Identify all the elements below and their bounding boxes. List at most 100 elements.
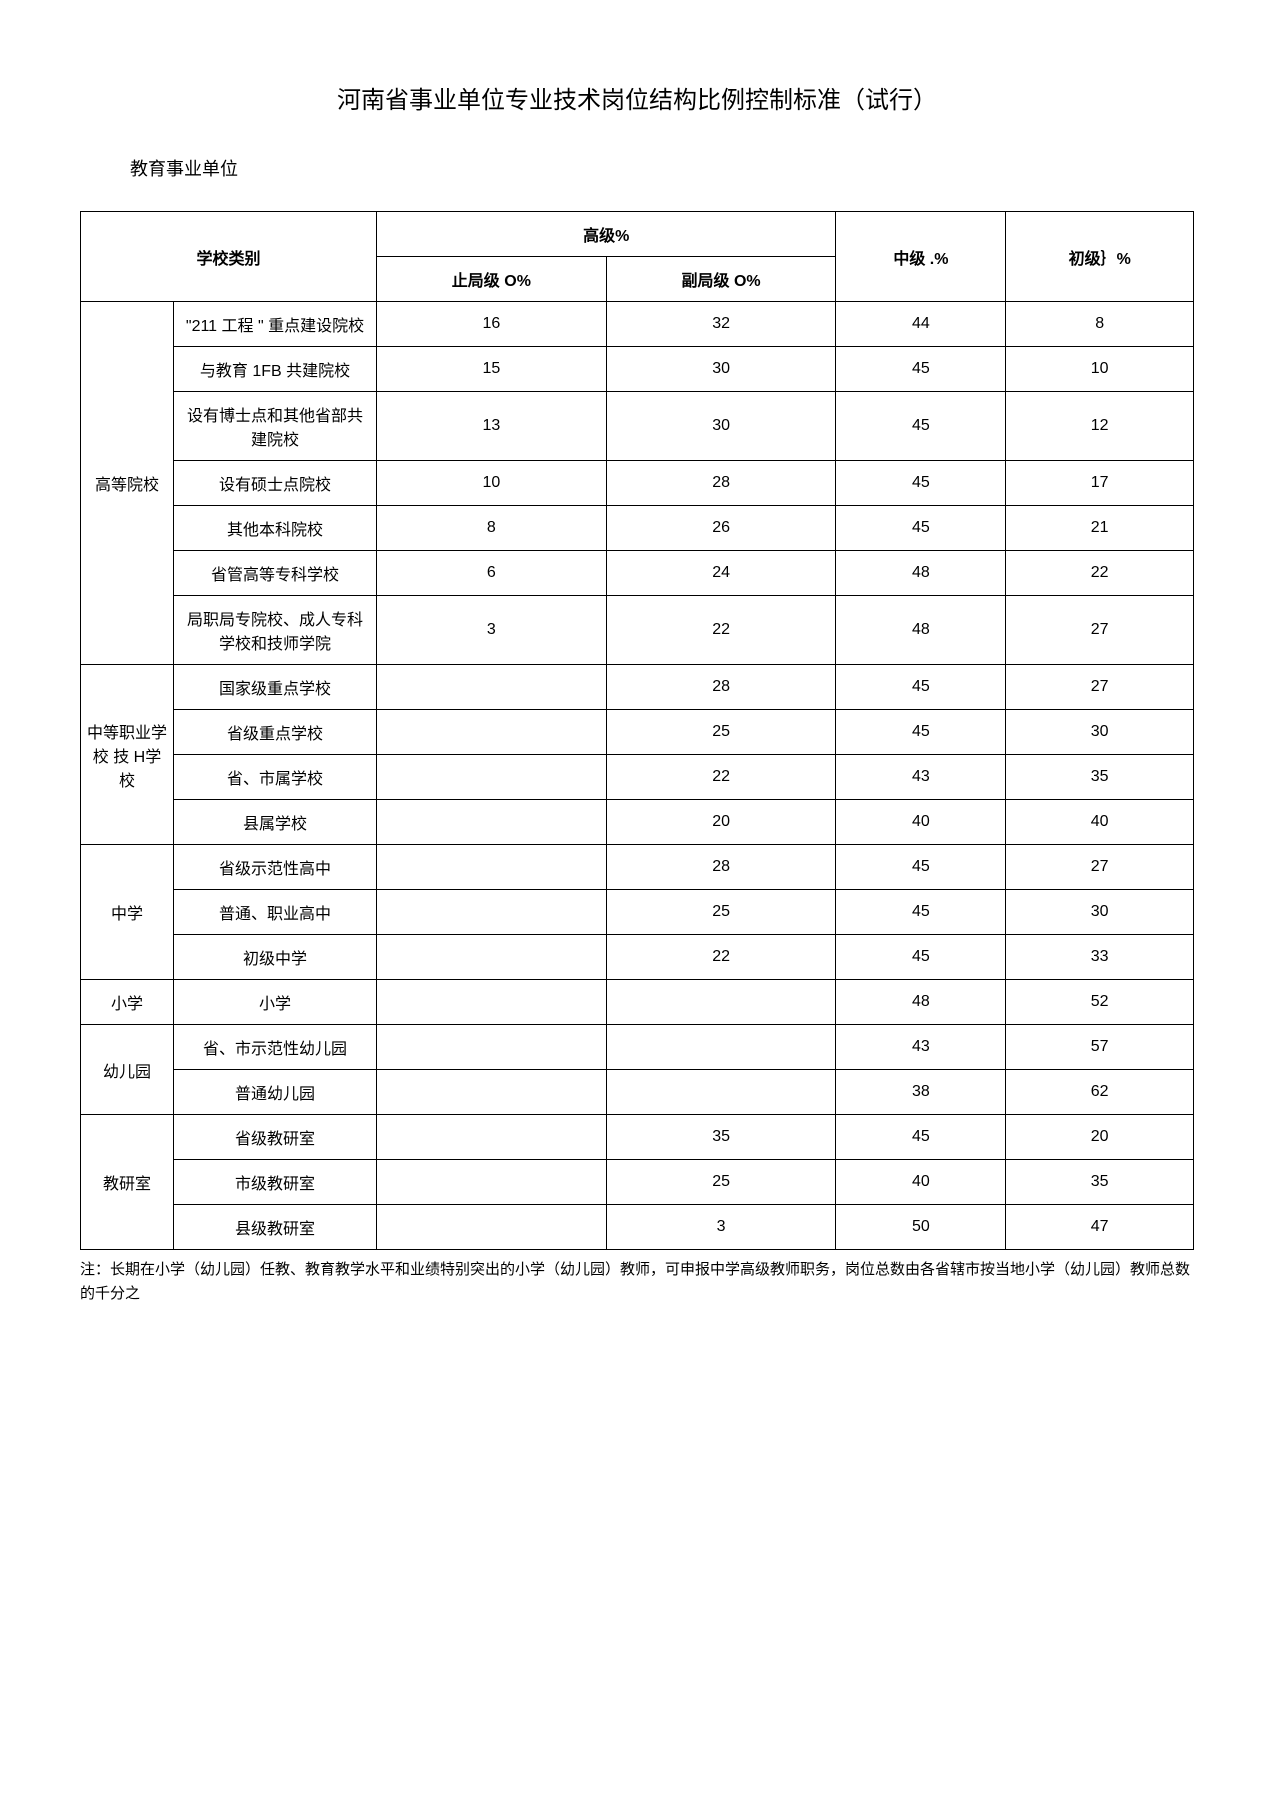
value-cell: 45 xyxy=(836,461,1006,506)
value-cell: 43 xyxy=(836,1025,1006,1070)
value-cell: 52 xyxy=(1006,980,1194,1025)
value-cell: 15 xyxy=(377,347,607,392)
value-cell xyxy=(377,1205,607,1250)
value-cell: 27 xyxy=(1006,596,1194,665)
table-row: 高等院校"211 工程 " 重点建设院校1632448 xyxy=(81,302,1194,347)
value-cell: 48 xyxy=(836,980,1006,1025)
group-label-cell: 中等职业学 校 技 H学校 xyxy=(81,665,174,845)
value-cell: 45 xyxy=(836,845,1006,890)
table-row: 省管高等专科学校6244822 xyxy=(81,551,1194,596)
row-label-cell: 国家级重点学校 xyxy=(174,665,377,710)
value-cell: 44 xyxy=(836,302,1006,347)
value-cell: 17 xyxy=(1006,461,1194,506)
value-cell xyxy=(377,800,607,845)
row-label-cell: 其他本科院校 xyxy=(174,506,377,551)
table-row: 县级教研室35047 xyxy=(81,1205,1194,1250)
value-cell xyxy=(377,980,607,1025)
value-cell: 28 xyxy=(606,665,836,710)
row-label-cell: 县属学校 xyxy=(174,800,377,845)
table-row: 与教育 1FB 共建院校15304510 xyxy=(81,347,1194,392)
value-cell xyxy=(377,845,607,890)
table-row: 教研室省级教研室354520 xyxy=(81,1115,1194,1160)
value-cell: 30 xyxy=(606,347,836,392)
group-label-cell: 高等院校 xyxy=(81,302,174,665)
value-cell: 45 xyxy=(836,347,1006,392)
row-label-cell: 普通、职业高中 xyxy=(174,890,377,935)
table-row: 小学小学 4852 xyxy=(81,980,1194,1025)
row-label-cell: 省级示范性高中 xyxy=(174,845,377,890)
value-cell xyxy=(377,665,607,710)
value-cell: 30 xyxy=(606,392,836,461)
table-row: 中等职业学 校 技 H学校国家级重点学校284527 xyxy=(81,665,1194,710)
row-label-cell: 省级重点学校 xyxy=(174,710,377,755)
value-cell: 45 xyxy=(836,392,1006,461)
value-cell: 12 xyxy=(1006,392,1194,461)
row-label-cell: 小学 xyxy=(174,980,377,1025)
value-cell: 28 xyxy=(606,461,836,506)
value-cell: 48 xyxy=(836,551,1006,596)
standards-table: 学校类别 高级% 中级 .% 初级｝% 止局级 O% 副局级 O% 高等院校"2… xyxy=(80,211,1194,1250)
footnote: 注：长期在小学（幼儿园）任教、教育教学水平和业绩特别突出的小学（幼儿园）教师，可… xyxy=(80,1258,1194,1306)
row-label-cell: 市级教研室 xyxy=(174,1160,377,1205)
value-cell xyxy=(377,710,607,755)
value-cell: 24 xyxy=(606,551,836,596)
table-row: 市级教研室254035 xyxy=(81,1160,1194,1205)
row-label-cell: 省管高等专科学校 xyxy=(174,551,377,596)
row-label-cell: "211 工程 " 重点建设院校 xyxy=(174,302,377,347)
value-cell: 10 xyxy=(377,461,607,506)
value-cell: 45 xyxy=(836,710,1006,755)
group-label-cell: 小学 xyxy=(81,980,174,1025)
value-cell: 33 xyxy=(1006,935,1194,980)
value-cell: 35 xyxy=(606,1115,836,1160)
table-row: 省、市属学校224335 xyxy=(81,755,1194,800)
table-row: 幼儿园省、市示范性幼儿园4357 xyxy=(81,1025,1194,1070)
value-cell: 57 xyxy=(1006,1025,1194,1070)
value-cell: 40 xyxy=(836,1160,1006,1205)
table-row: 设有硕士点院校10284517 xyxy=(81,461,1194,506)
value-cell: 38 xyxy=(836,1070,1006,1115)
value-cell: 3 xyxy=(377,596,607,665)
value-cell: 13 xyxy=(377,392,607,461)
value-cell: 21 xyxy=(1006,506,1194,551)
row-label-cell: 设有硕士点院校 xyxy=(174,461,377,506)
value-cell: 45 xyxy=(836,935,1006,980)
group-label-cell: 中学 xyxy=(81,845,174,980)
value-cell: 20 xyxy=(606,800,836,845)
value-cell: 27 xyxy=(1006,845,1194,890)
value-cell: 32 xyxy=(606,302,836,347)
row-label-cell: 县级教研室 xyxy=(174,1205,377,1250)
value-cell: 22 xyxy=(606,935,836,980)
value-cell: 22 xyxy=(606,596,836,665)
table-header: 学校类别 高级% 中级 .% 初级｝% 止局级 O% 副局级 O% xyxy=(81,212,1194,302)
table-row: 设有博士点和其他省部共建院校13304512 xyxy=(81,392,1194,461)
value-cell: 28 xyxy=(606,845,836,890)
header-school-type: 学校类别 xyxy=(81,212,377,302)
value-cell: 30 xyxy=(1006,710,1194,755)
value-cell: 25 xyxy=(606,890,836,935)
table-row: 县属学校204040 xyxy=(81,800,1194,845)
value-cell: 3 xyxy=(606,1205,836,1250)
document-title: 河南省事业单位专业技术岗位结构比例控制标准（试行） xyxy=(80,80,1194,115)
value-cell: 27 xyxy=(1006,665,1194,710)
group-label-cell: 幼儿园 xyxy=(81,1025,174,1115)
value-cell xyxy=(377,755,607,800)
group-label-cell: 教研室 xyxy=(81,1115,174,1250)
header-senior: 高级% xyxy=(377,212,836,257)
document-subtitle: 教育事业单位 xyxy=(130,155,1194,181)
row-label-cell: 省、市示范性幼儿园 xyxy=(174,1025,377,1070)
value-cell: 43 xyxy=(836,755,1006,800)
value-cell: 35 xyxy=(1006,1160,1194,1205)
value-cell: 30 xyxy=(1006,890,1194,935)
value-cell: 50 xyxy=(836,1205,1006,1250)
table-row: 初级中学224533 xyxy=(81,935,1194,980)
value-cell: 48 xyxy=(836,596,1006,665)
table-row: 省级重点学校254530 xyxy=(81,710,1194,755)
header-senior-full: 止局级 O% xyxy=(377,257,607,302)
value-cell: 45 xyxy=(836,1115,1006,1160)
row-label-cell: 与教育 1FB 共建院校 xyxy=(174,347,377,392)
value-cell xyxy=(377,1115,607,1160)
header-mid: 中级 .% xyxy=(836,212,1006,302)
table-row: 普通幼儿园3862 xyxy=(81,1070,1194,1115)
value-cell: 40 xyxy=(1006,800,1194,845)
header-junior: 初级｝% xyxy=(1006,212,1194,302)
